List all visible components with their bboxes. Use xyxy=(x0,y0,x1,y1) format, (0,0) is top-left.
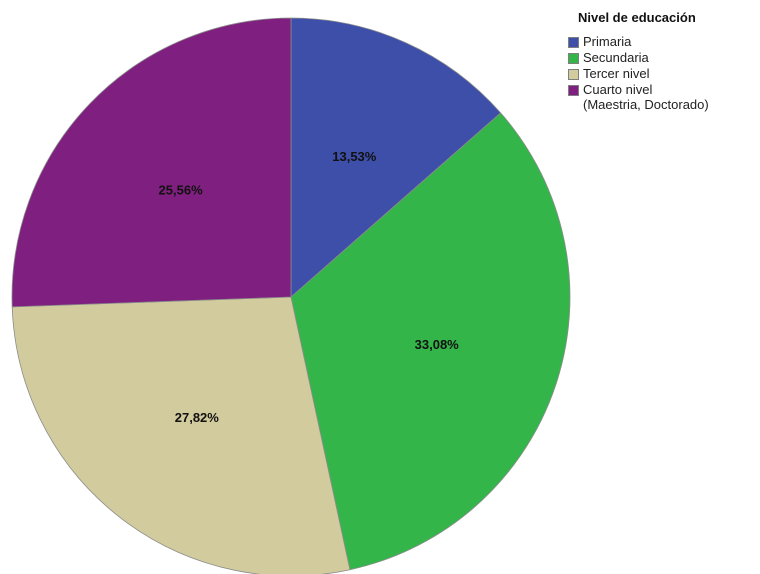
legend-swatch xyxy=(568,53,579,64)
legend-item-primaria: Primaria xyxy=(568,34,709,49)
pie-slice-primaria xyxy=(290,17,502,298)
legend-label: Primaria xyxy=(583,34,632,49)
legend: Nivel de educación Primaria Secundaria Ter… xyxy=(568,10,709,113)
legend-label: Secundaria xyxy=(583,50,649,65)
slice-label-cuarto-nivel: 25,56% xyxy=(159,182,204,197)
legend-items: Primaria Secundaria Tercer nivel Cuarto niv… xyxy=(568,34,709,112)
legend-title: Nivel de educación xyxy=(578,10,696,25)
legend-swatch xyxy=(568,37,579,48)
legend-item-cuarto-nivel: Cuarto nivel (Maestria, Doctorado) xyxy=(568,82,709,112)
pie-slice-tercer-nivel xyxy=(11,296,351,574)
legend-label: Cuarto nivel (Maestria, Doctorado) xyxy=(583,82,709,112)
pie-slice-cuarto-nivel xyxy=(11,17,292,308)
slice-label-tercer-nivel: 27,82% xyxy=(175,410,220,425)
legend-label: Tercer nivel xyxy=(583,66,650,81)
legend-item-tercer-nivel: Tercer nivel xyxy=(568,66,709,81)
slice-label-primaria: 13,53% xyxy=(332,149,377,164)
legend-swatch xyxy=(568,85,579,96)
pie-chart: 13,53% 33,08% 27,82% 25,56% xyxy=(11,17,571,574)
legend-swatch xyxy=(568,69,579,80)
legend-item-secundaria: Secundaria xyxy=(568,50,709,65)
pie-slice-secundaria xyxy=(290,112,571,571)
slice-label-secundaria: 33,08% xyxy=(415,337,460,352)
